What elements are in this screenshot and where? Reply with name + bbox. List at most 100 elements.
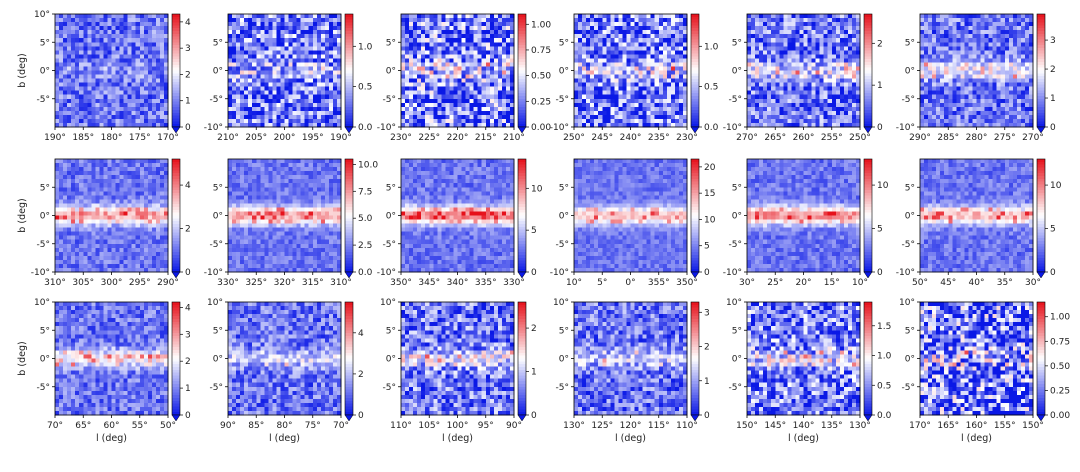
y-tick-label: -5° xyxy=(37,240,50,250)
x-tick-label: 5° xyxy=(597,278,607,288)
x-tick-label: 190° xyxy=(330,133,352,143)
x-tick-label: 50° xyxy=(160,421,176,431)
colorbar-tick-label: 2 xyxy=(185,357,191,367)
y-tick-label: 0° xyxy=(40,212,50,222)
heatmap-cells xyxy=(920,302,1034,416)
y-tick-label: -5° xyxy=(383,95,396,105)
y-tick-label: 0° xyxy=(213,212,223,222)
x-tick-label: 290° xyxy=(157,278,179,288)
panel-1: 190° 185° 180° 175° 170°10°5°0°-5°b (deg)432… xyxy=(17,10,191,143)
x-tick-label: 210° xyxy=(217,133,239,143)
x-tick-label: 165° xyxy=(937,421,959,431)
x-tick-label: 145° xyxy=(764,421,786,431)
x-tick-label: 95° xyxy=(478,421,494,431)
colorbar-tick-label: 0.75 xyxy=(1050,337,1070,347)
y-tick-label: -10° xyxy=(31,268,50,278)
x-tick-label: 150° xyxy=(1022,421,1044,431)
x-tick-label: 245° xyxy=(591,133,613,143)
x-tick-label: 355° xyxy=(648,278,670,288)
x-tick-label: 15° xyxy=(824,278,840,288)
y-tick-label: 0° xyxy=(905,355,915,365)
x-tick-label: 315° xyxy=(302,278,324,288)
y-tick-label: -5° xyxy=(729,95,742,105)
colorbar-tick-label: 4 xyxy=(185,181,191,191)
colorbar-tick-label: 3 xyxy=(1050,36,1056,46)
y-tick-label: 0° xyxy=(386,212,396,222)
y-tick-label: 5° xyxy=(40,326,50,336)
heatmap-cells xyxy=(920,14,1034,128)
x-tick-label: 310° xyxy=(330,278,352,288)
panel-15: 110° 105° 100° 95° 90°10°5°0°-5°l (deg)210 xyxy=(380,298,537,444)
x-tick-label: 190° xyxy=(44,133,66,143)
x-axis-label: l (deg) xyxy=(615,433,646,444)
x-tick-label: 205° xyxy=(245,133,267,143)
colorbar-tick-label: 7.5 xyxy=(358,187,372,197)
y-tick-label: -5° xyxy=(37,95,50,105)
x-tick-label: 105° xyxy=(418,421,440,431)
y-tick-label: -10° xyxy=(550,123,569,133)
colorbar-tick-label: 5.0 xyxy=(358,214,373,224)
y-tick-label: -5° xyxy=(383,240,396,250)
panel-3: 230° 225° 220° 215° 210°5°0°-5°-10°1.000.750… xyxy=(377,14,552,143)
y-tick-label: 10° xyxy=(726,298,742,308)
x-tick-label: 70° xyxy=(47,421,63,431)
colorbar-tick-label: 0.0 xyxy=(358,268,373,278)
colorbar-tick-label: 15 xyxy=(704,189,715,199)
colorbar xyxy=(518,159,526,273)
colorbar xyxy=(345,14,353,128)
y-tick-label: 10° xyxy=(899,298,915,308)
colorbar-tick-label: 2 xyxy=(185,225,191,235)
x-tick-label: 305° xyxy=(72,278,94,288)
x-axis-label: l (deg) xyxy=(96,433,127,444)
x-tick-label: 225° xyxy=(418,133,440,143)
colorbar-tick-label: 1 xyxy=(704,377,710,387)
x-tick-label: 130° xyxy=(849,421,871,431)
colorbar-tick-label: 0.75 xyxy=(531,46,551,56)
x-tick-label: 230° xyxy=(676,133,698,143)
x-tick-label: 265° xyxy=(764,133,786,143)
colorbar xyxy=(518,302,526,416)
colorbar-tick-label: 0.50 xyxy=(1050,362,1070,372)
colorbar-tick-label: 0 xyxy=(358,411,364,421)
x-tick-label: 30° xyxy=(1025,278,1041,288)
x-axis-label: l (deg) xyxy=(788,433,819,444)
colorbar xyxy=(172,302,180,416)
colorbar-tick-label: 0.0 xyxy=(877,411,892,421)
y-tick-label: 0° xyxy=(213,355,223,365)
y-tick-label: 5° xyxy=(40,183,50,193)
colorbar xyxy=(864,14,872,128)
x-tick-label: 295° xyxy=(129,278,151,288)
colorbar xyxy=(864,302,872,416)
heatmap-cells xyxy=(401,159,515,273)
x-tick-label: 270° xyxy=(1022,133,1044,143)
colorbar-tick-label: 3 xyxy=(185,330,191,340)
heatmap-cells xyxy=(747,14,861,128)
panel-8: 330° 325° 320° 315° 310°5°0°-5°-10°10.07.55.… xyxy=(204,159,379,288)
x-tick-label: 10° xyxy=(852,278,868,288)
x-tick-label: 220° xyxy=(447,133,469,143)
x-tick-label: 20° xyxy=(796,278,812,288)
x-tick-label: 270° xyxy=(736,133,758,143)
colorbar xyxy=(1037,302,1045,416)
colorbar-tick-label: 0.0 xyxy=(704,123,719,133)
heatmap-cells xyxy=(55,302,169,416)
x-tick-label: 90° xyxy=(220,421,236,431)
x-tick-label: 130° xyxy=(563,421,585,431)
colorbar-tick-label: 0 xyxy=(531,268,537,278)
x-tick-label: 310° xyxy=(44,278,66,288)
heatmap-cells xyxy=(228,14,342,128)
x-tick-label: 70° xyxy=(333,421,349,431)
y-tick-label: -10° xyxy=(723,123,742,133)
x-tick-label: 110° xyxy=(676,421,698,431)
colorbar-tick-label: 4 xyxy=(185,18,191,28)
colorbar-tick-label: 0 xyxy=(877,268,883,278)
heatmap-cells xyxy=(574,302,688,416)
colorbar-tick-label: 0.25 xyxy=(1050,386,1070,396)
heatmap-cells xyxy=(574,159,688,273)
colorbar xyxy=(172,14,180,128)
colorbar-tick-label: 0.25 xyxy=(531,97,551,107)
y-tick-label: -5° xyxy=(210,240,223,250)
y-tick-label: -5° xyxy=(37,383,50,393)
heatmap-cells xyxy=(747,302,861,416)
